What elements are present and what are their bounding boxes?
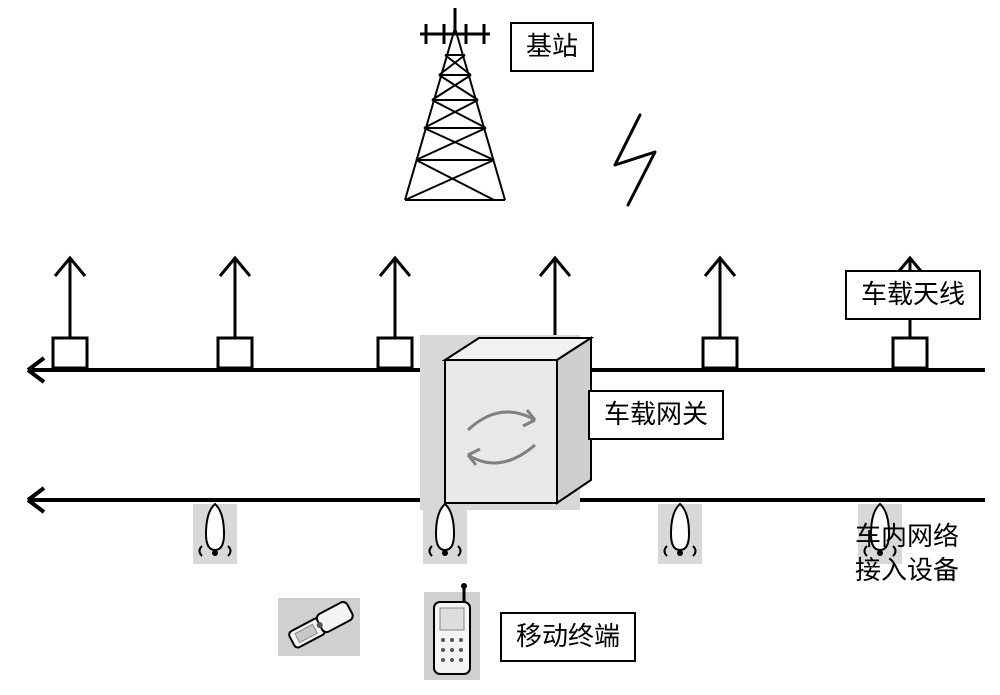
mobile-terminal-label: 移动终端 — [500, 612, 636, 662]
in-vehicle-access-label: 车内网络 接入设备 — [855, 520, 959, 588]
access-device-icon — [658, 504, 702, 564]
vehicle-gateway-label: 车载网关 — [588, 390, 724, 440]
access-device-icon — [423, 504, 467, 564]
in-vehicle-access-line2: 接入设备 — [855, 554, 959, 588]
diagram-root — [28, 8, 985, 680]
vehicle-gateway-icon — [420, 335, 591, 510]
in-vehicle-devices-group — [193, 504, 902, 564]
wireless-signal-icon — [615, 115, 655, 205]
base-station-label: 基站 — [510, 22, 594, 72]
access-device-icon — [193, 504, 237, 564]
vehicle-antenna-icon — [53, 258, 87, 368]
flip-phone-icon — [278, 598, 360, 656]
vehicle-antenna-icon — [703, 258, 737, 368]
in-vehicle-access-line1: 车内网络 — [855, 520, 959, 554]
base-station-tower-icon — [405, 8, 505, 200]
bar-phone-icon — [424, 583, 480, 680]
vehicle-antenna-icon — [378, 258, 412, 368]
vehicle-antenna-icon — [218, 258, 252, 368]
vehicle-antenna-label: 车载天线 — [845, 270, 981, 320]
